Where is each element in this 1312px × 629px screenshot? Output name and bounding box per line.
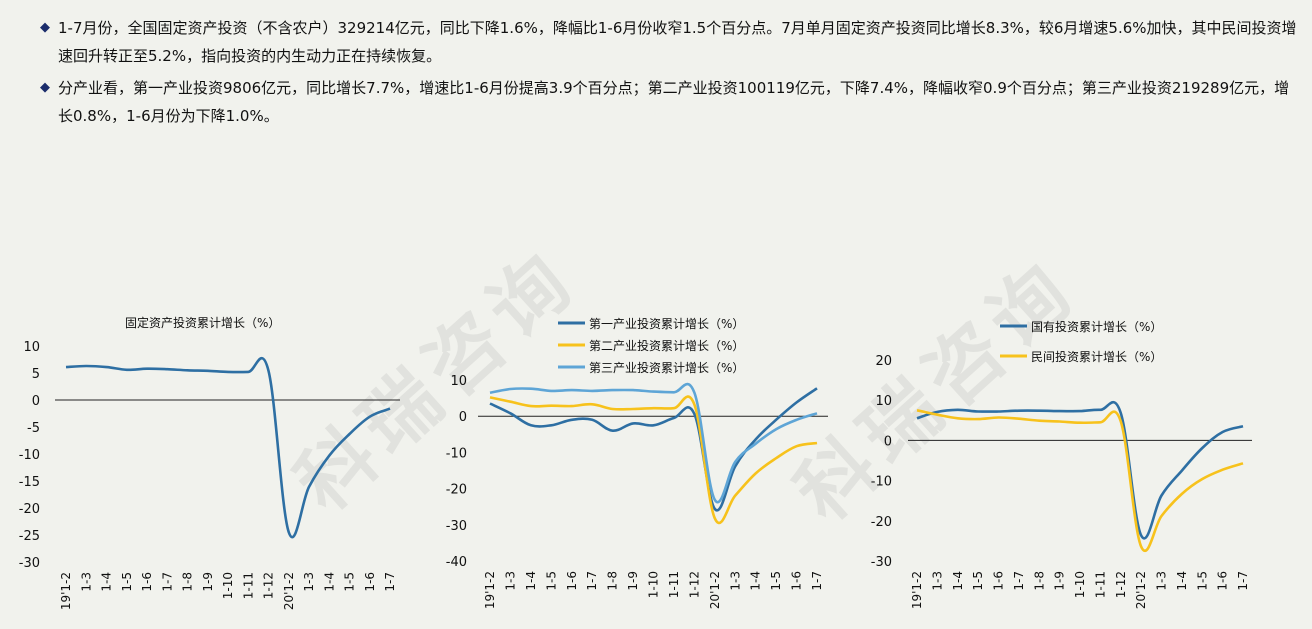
series-line-1 bbox=[489, 387, 818, 512]
x-tick-label: 1-5 bbox=[120, 572, 134, 592]
x-tick-label: 1-6 bbox=[363, 572, 377, 592]
x-tick-label: 1-11 bbox=[1093, 571, 1107, 598]
y-tick-label: 5 bbox=[32, 367, 40, 382]
y-tick-label: 10 bbox=[875, 394, 892, 409]
x-tick-label: 1-11 bbox=[667, 571, 681, 598]
x-tick-label: 1-11 bbox=[241, 572, 255, 599]
x-tick-label: 1-10 bbox=[647, 571, 661, 598]
series-line-2 bbox=[489, 395, 818, 525]
chart-title: 固定资产投资累计增长（%） bbox=[125, 315, 280, 330]
x-tick-label: 1-3 bbox=[930, 571, 944, 591]
x-tick-label: 1-8 bbox=[181, 572, 195, 592]
bullet-1-text: 1-7月份，全国固定资产投资（不含农户）329214亿元，同比下降1.6%，降幅… bbox=[58, 19, 1297, 65]
x-tick-label: 1-12 bbox=[262, 572, 276, 599]
chart-state-private-investment: 20 10 0 -10 -20 -30 19'1-2 1-3 1-4 1-5 1-6 1-7 1-8 1-… bbox=[871, 319, 1252, 609]
x-tick-label: 20'1-2 bbox=[1134, 571, 1148, 609]
series-line-1 bbox=[65, 356, 391, 539]
y-tick-label: -30 bbox=[19, 556, 40, 571]
bullet-2-text: 分产业看，第一产业投资9806亿元，同比增长7.7%，增速比1-6月份提高3.9… bbox=[58, 79, 1290, 125]
y-tick-label: -30 bbox=[446, 519, 467, 534]
x-tick-label: 1-5 bbox=[1195, 571, 1209, 591]
summary-bullet-2: ◆ 分产业看，第一产业投资9806亿元，同比增长7.7%，增速比1-6月份提高3… bbox=[40, 74, 1300, 130]
y-tick-label: -15 bbox=[19, 475, 40, 490]
legend-label: 第二产业投资累计增长（%） bbox=[589, 338, 744, 353]
y-tick-label: -5 bbox=[27, 421, 40, 436]
y-tick-label: -10 bbox=[446, 446, 467, 461]
y-tick-label: 10 bbox=[23, 340, 40, 355]
x-tick-label: 1-10 bbox=[1073, 571, 1087, 598]
x-tick-label: 1-4 bbox=[1175, 571, 1189, 591]
y-tick-label: -40 bbox=[446, 555, 467, 570]
x-tick-label: 1-3 bbox=[728, 571, 742, 591]
x-tick-label: 1-7 bbox=[585, 571, 599, 591]
x-tick-label: 1-6 bbox=[1216, 571, 1230, 591]
legend-label: 第一产业投资累计增长（%） bbox=[589, 316, 744, 331]
x-tick-label: 1-4 bbox=[322, 572, 336, 592]
x-tick-label: 1-6 bbox=[140, 572, 154, 592]
diamond-bullet-icon: ◆ bbox=[40, 20, 50, 35]
legend-label: 民间投资累计增长（%） bbox=[1031, 349, 1162, 364]
x-tick-label: 20'1-2 bbox=[708, 571, 722, 609]
x-tick-label: 1-3 bbox=[302, 572, 316, 592]
x-tick-label: 1-9 bbox=[1053, 571, 1067, 591]
y-tick-label: -10 bbox=[871, 475, 892, 490]
x-tick-label: 1-5 bbox=[971, 571, 985, 591]
x-tick-label: 20'1-2 bbox=[282, 572, 296, 610]
x-tick-label: 1-7 bbox=[1012, 571, 1026, 591]
y-tick-label: -20 bbox=[19, 502, 40, 517]
x-tick-label: 1-6 bbox=[992, 571, 1006, 591]
y-tick-label: 0 bbox=[884, 434, 892, 449]
series-line-1 bbox=[916, 400, 1244, 540]
x-tick-label: 1-4 bbox=[951, 571, 965, 591]
y-tick-label: 20 bbox=[875, 354, 892, 369]
x-tick-label: 1-5 bbox=[544, 571, 558, 591]
x-tick-label: 1-7 bbox=[1236, 571, 1250, 591]
y-tick-label: -10 bbox=[19, 448, 40, 463]
x-tick-label: 1-3 bbox=[503, 571, 517, 591]
y-tick-label: 0 bbox=[459, 410, 467, 425]
x-tick-label: 1-4 bbox=[100, 572, 114, 592]
diamond-bullet-icon: ◆ bbox=[40, 80, 50, 95]
y-tick-label: 10 bbox=[450, 374, 467, 389]
x-tick-label: 19'1-2 bbox=[59, 572, 73, 610]
x-tick-label: 1-9 bbox=[201, 572, 215, 592]
x-tick-label: 1-9 bbox=[626, 571, 640, 591]
x-tick-label: 1-7 bbox=[383, 572, 397, 592]
legend-label: 国有投资累计增长（%） bbox=[1031, 319, 1162, 334]
y-tick-label: -30 bbox=[871, 555, 892, 570]
chart-industry-investment: 10 0 -10 -20 -30 -40 19'1-2 1-3 1-4 1-5 1-6 1-7 1-8 1… bbox=[446, 316, 828, 609]
x-tick-label: 1-3 bbox=[1155, 571, 1169, 591]
y-tick-label: 0 bbox=[32, 394, 40, 409]
x-tick-label: 1-12 bbox=[1114, 571, 1128, 598]
x-tick-label: 1-6 bbox=[790, 571, 804, 591]
x-tick-label: 1-8 bbox=[606, 571, 620, 591]
x-tick-label: 1-12 bbox=[687, 571, 701, 598]
summary-bullets: ◆ 1-7月份，全国固定资产投资（不含农户）329214亿元，同比下降1.6%，… bbox=[40, 14, 1300, 134]
x-tick-label: 1-5 bbox=[769, 571, 783, 591]
x-tick-label: 19'1-2 bbox=[483, 571, 497, 609]
x-tick-label: 1-6 bbox=[565, 571, 579, 591]
series-line-2 bbox=[916, 409, 1244, 552]
x-tick-label: 1-10 bbox=[221, 572, 235, 599]
x-tick-label: 19'1-2 bbox=[910, 571, 924, 609]
x-tick-label: 1-4 bbox=[524, 571, 538, 591]
y-tick-label: -20 bbox=[446, 483, 467, 498]
x-tick-label: 1-7 bbox=[810, 571, 824, 591]
legend-label: 第三产业投资累计增长（%） bbox=[589, 360, 744, 375]
x-tick-label: 1-4 bbox=[749, 571, 763, 591]
summary-bullet-1: ◆ 1-7月份，全国固定资产投资（不含农户）329214亿元，同比下降1.6%，… bbox=[40, 14, 1300, 70]
x-tick-label: 1-5 bbox=[343, 572, 357, 592]
series-line-3 bbox=[489, 382, 818, 504]
y-tick-label: -25 bbox=[19, 529, 40, 544]
x-tick-label: 1-7 bbox=[160, 572, 174, 592]
chart-fixed-asset-investment: 固定资产投资累计增长（%） 10 5 0 -5 -10 -15 -20 -25 -30 19'1-2… bbox=[19, 315, 400, 610]
x-tick-label: 1-8 bbox=[1032, 571, 1046, 591]
y-tick-label: -20 bbox=[871, 515, 892, 530]
x-tick-label: 1-3 bbox=[79, 572, 93, 592]
